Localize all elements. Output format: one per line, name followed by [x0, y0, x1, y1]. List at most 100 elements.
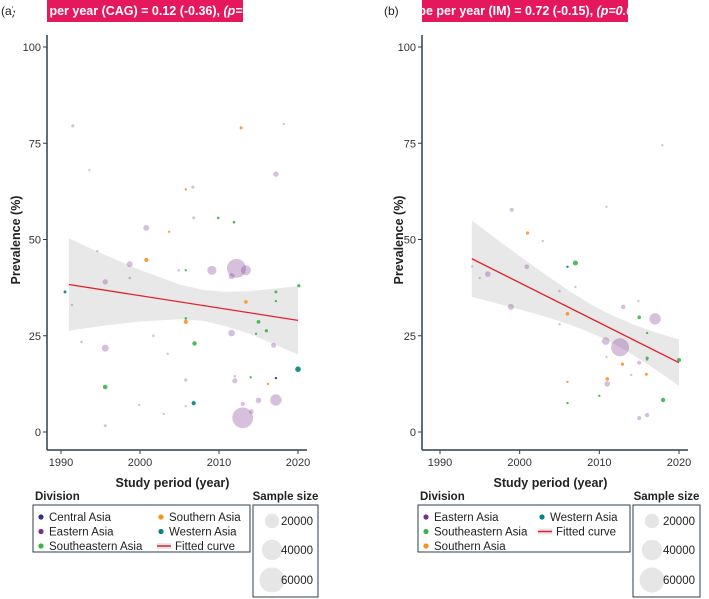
x-tick-label: 2010 — [587, 457, 611, 469]
data-point — [485, 271, 491, 277]
data-point — [611, 338, 629, 357]
legend-dot — [423, 543, 429, 549]
data-point — [102, 279, 108, 285]
panel-a: (a)Slope per year (CAG) = 0.12 (-0.36), … — [1, 0, 319, 598]
legend-label: Eastern Asia — [49, 527, 114, 539]
legend-dot — [423, 514, 429, 520]
title-main: Slope per year (IM) = 0.72 (-0.15), — [399, 4, 597, 18]
x-axis-label: Study period (year) — [494, 476, 608, 490]
data-point — [240, 265, 251, 276]
data-point — [677, 358, 681, 362]
y-tick-label: 0 — [35, 427, 41, 439]
data-point — [509, 207, 514, 212]
data-point — [88, 169, 91, 172]
data-point — [273, 171, 279, 177]
legend-title: Division — [35, 491, 80, 503]
legend-title: Division — [420, 491, 465, 503]
data-point — [143, 224, 150, 231]
x-tick-label: 1990 — [428, 457, 452, 469]
size-legend-label: 40000 — [281, 545, 313, 557]
legend-label: Central Asia — [49, 512, 112, 524]
data-point — [103, 424, 107, 428]
data-point — [541, 239, 544, 243]
legend-label: Western Asia — [550, 512, 618, 524]
data-point — [271, 342, 276, 348]
x-tick-label: 2010 — [207, 457, 231, 469]
data-point — [274, 290, 278, 294]
data-point — [162, 412, 165, 416]
data-point — [80, 340, 83, 344]
size-legend-label: 20000 — [663, 516, 695, 528]
data-point — [605, 377, 610, 381]
data-point — [144, 257, 149, 262]
data-point — [620, 362, 625, 366]
data-point — [166, 352, 169, 355]
data-point — [102, 384, 108, 390]
data-point — [240, 401, 245, 406]
data-point — [191, 401, 196, 406]
data-point — [270, 394, 282, 406]
y-tick-label: 100 — [23, 42, 41, 54]
data-point — [255, 397, 262, 404]
data-point — [526, 231, 530, 235]
data-point — [478, 276, 481, 280]
data-point — [138, 403, 141, 407]
size-legend-label: 20000 — [281, 516, 313, 528]
data-point — [128, 276, 131, 280]
data-point — [63, 290, 67, 294]
size-legend-label: 60000 — [281, 575, 313, 587]
data-point — [295, 366, 301, 373]
size-legend-circle — [639, 567, 665, 593]
data-point — [256, 320, 261, 324]
legend-label: Fitted curve — [175, 541, 235, 553]
y-tick-label: 25 — [29, 331, 41, 343]
confidence-band — [68, 238, 299, 355]
data-point — [184, 188, 187, 191]
data-point — [566, 401, 569, 405]
data-point — [101, 344, 109, 352]
data-point — [661, 144, 664, 147]
y-tick-label: 0 — [410, 427, 416, 439]
legend-dot — [38, 514, 44, 520]
size-legend-circle — [259, 567, 285, 593]
data-point — [645, 331, 649, 335]
data-point — [598, 394, 601, 397]
data-point — [649, 313, 661, 325]
size-legend-title: Sample size — [634, 491, 700, 503]
y-tick-label: 100 — [398, 42, 416, 54]
data-point — [566, 265, 569, 268]
data-point — [249, 376, 252, 379]
data-point — [239, 126, 243, 130]
y-tick-label: 50 — [404, 235, 416, 247]
data-point — [572, 260, 578, 266]
data-point — [274, 376, 278, 380]
data-point — [620, 304, 626, 310]
legend-box — [32, 504, 251, 553]
data-point — [192, 216, 196, 220]
y-axis-label: Prevalence (%) — [392, 196, 406, 285]
data-point — [637, 416, 642, 421]
data-point — [264, 329, 268, 333]
data-point — [232, 220, 236, 224]
panel-label: (a) — [1, 4, 16, 18]
data-point — [566, 380, 569, 384]
data-point — [207, 265, 217, 275]
y-tick-label: 25 — [404, 331, 416, 343]
data-point — [249, 409, 254, 414]
size-legend-label: 60000 — [663, 575, 695, 587]
data-point — [524, 264, 530, 270]
data-point — [558, 323, 561, 326]
data-point — [96, 249, 99, 253]
chart-title: Slope per year (CAG) = 0.12 (-0.36), (p=… — [12, 4, 278, 18]
data-point — [228, 329, 235, 337]
data-point — [645, 356, 649, 360]
x-tick-label: 2000 — [507, 457, 531, 469]
confidence-band — [471, 220, 679, 386]
title-main: Slope per year (CAG) = 0.12 (-0.36), — [12, 4, 224, 18]
data-point — [604, 381, 611, 387]
x-tick-label: 2020 — [667, 457, 691, 469]
data-point — [282, 122, 285, 126]
legend-box — [417, 504, 631, 553]
data-point — [232, 378, 238, 384]
data-point — [216, 216, 220, 220]
